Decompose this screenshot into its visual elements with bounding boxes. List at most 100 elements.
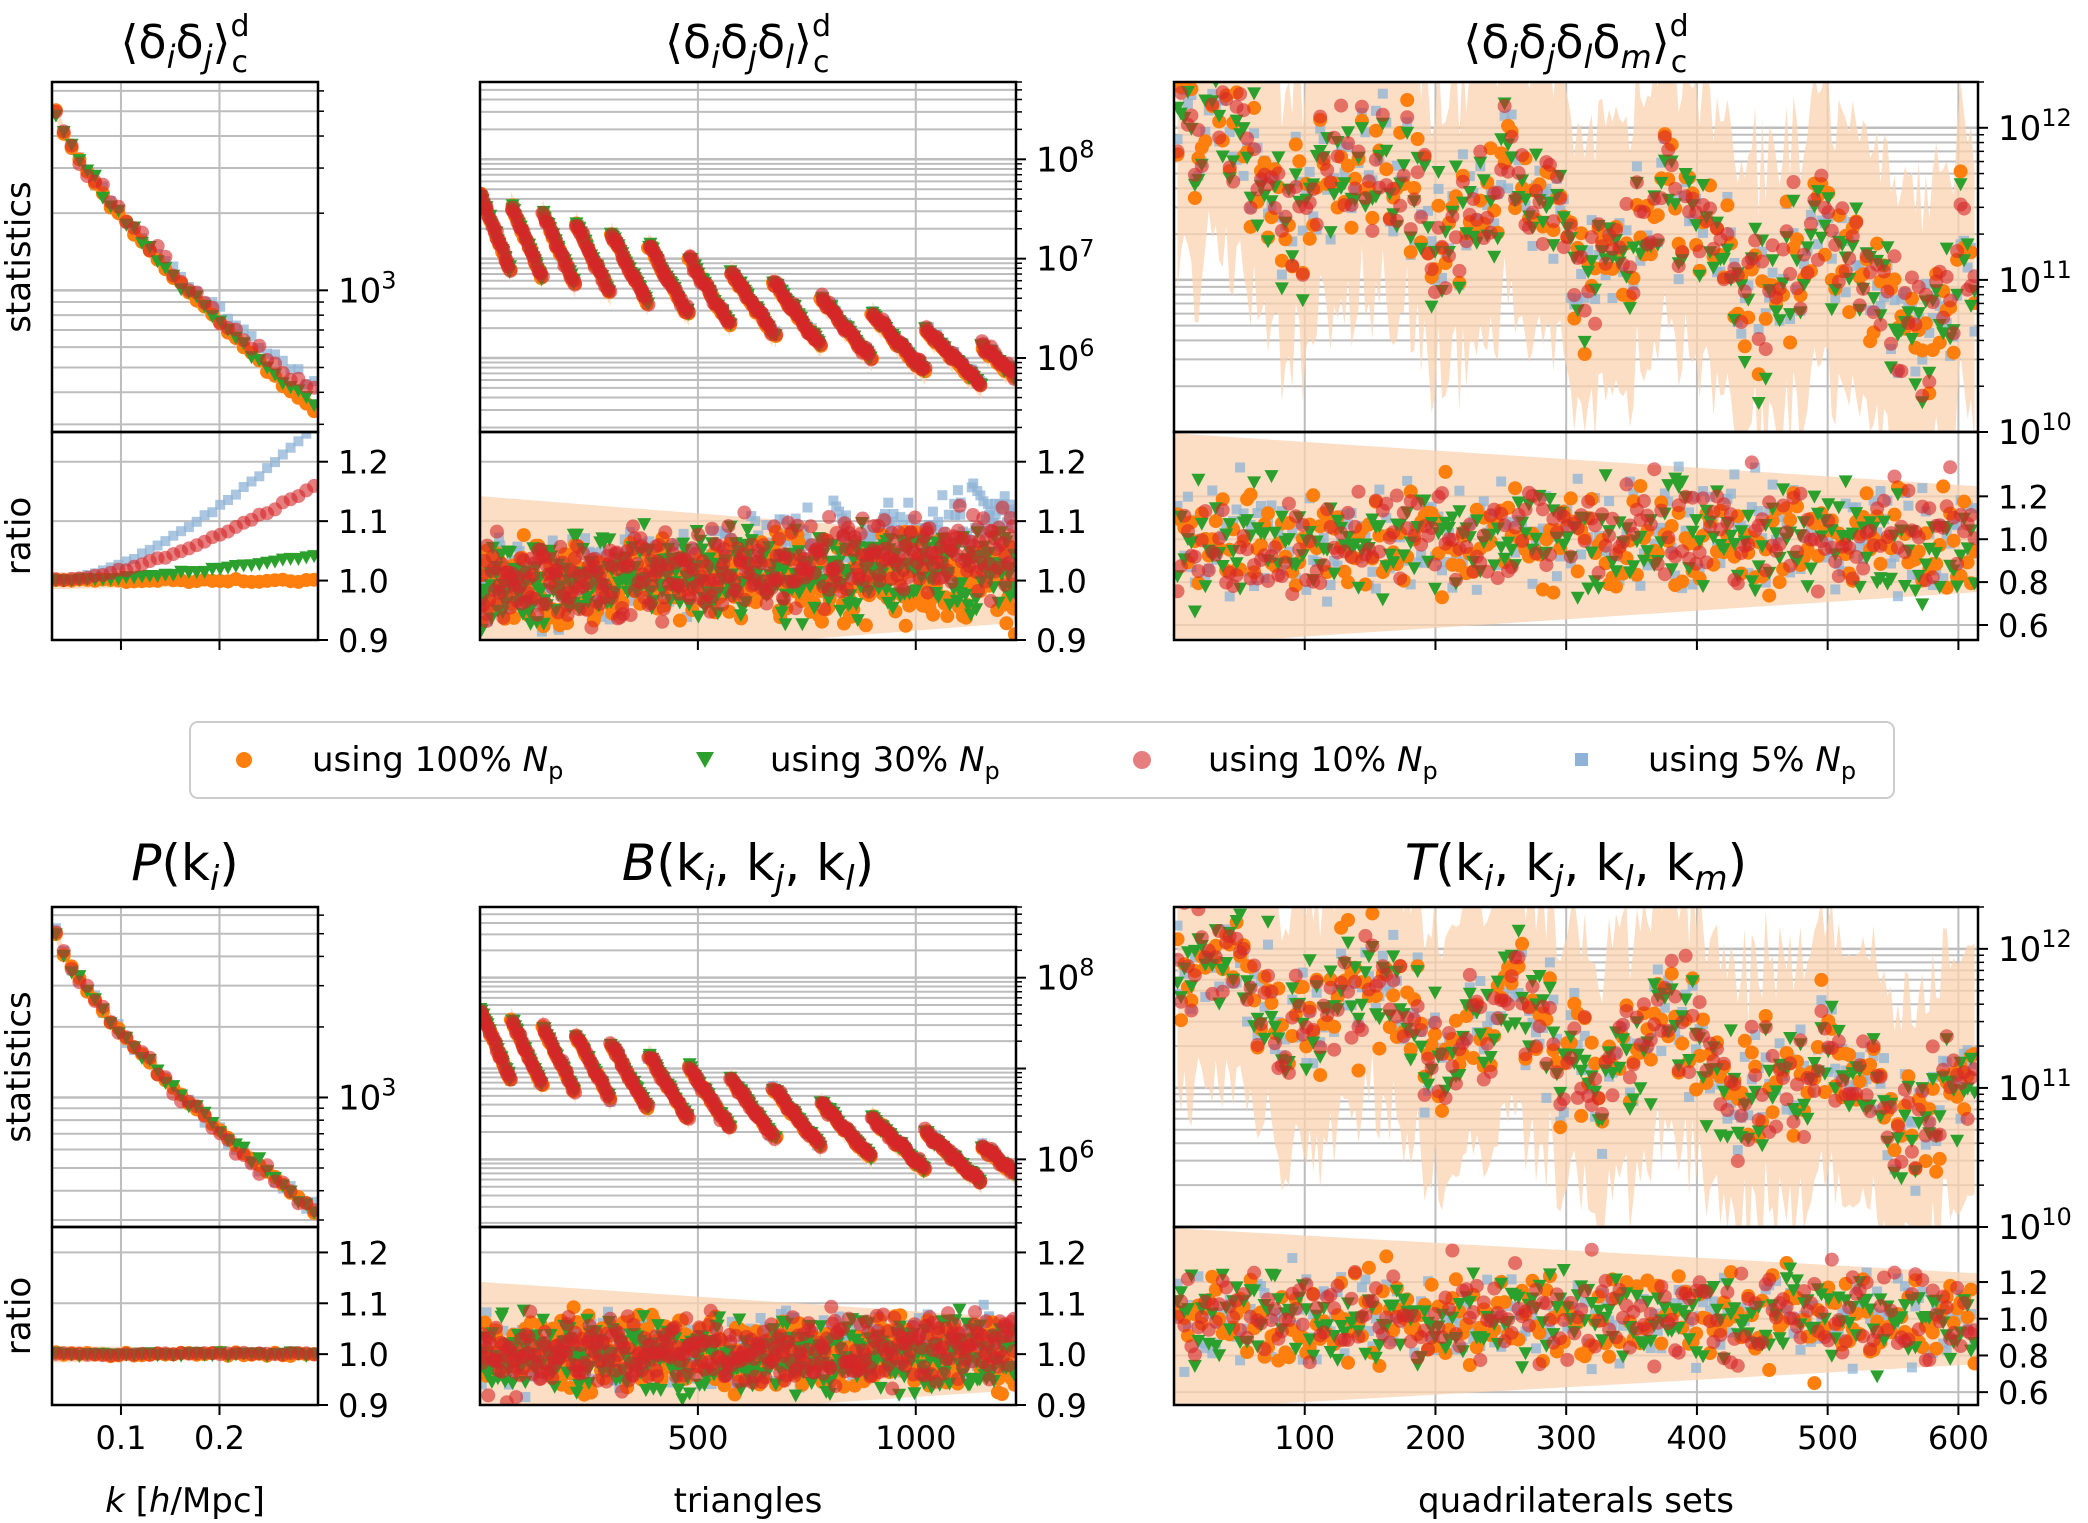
- point-circle: [1710, 221, 1724, 236]
- point-circle: [1389, 213, 1404, 228]
- point-circle: [1807, 192, 1822, 207]
- point-circle: [822, 510, 837, 524]
- point-triangle: [95, 191, 110, 205]
- point-triangle: [307, 550, 318, 564]
- point-triangle: [1504, 151, 1519, 165]
- point-circle: [1730, 268, 1745, 283]
- point-triangle: [1626, 241, 1641, 255]
- point-square: [1805, 526, 1816, 537]
- point-circle: [1191, 123, 1206, 137]
- point-square: [1729, 469, 1740, 480]
- point-square: [1391, 160, 1402, 171]
- point-square: [1440, 557, 1451, 568]
- point-circle: [1455, 174, 1470, 189]
- point-circle: [1532, 195, 1547, 210]
- point-circle: [1261, 506, 1275, 521]
- legend-label-30: using 30% Np: [770, 740, 1000, 785]
- point-circle: [940, 563, 955, 578]
- point-square: [781, 535, 792, 546]
- point-triangle: [1939, 242, 1954, 256]
- point-square: [1367, 566, 1378, 577]
- point-triangle: [774, 606, 789, 620]
- point-triangle: [1202, 63, 1216, 76]
- point-square: [1767, 479, 1778, 490]
- point-square: [547, 535, 558, 546]
- point-square: [1659, 488, 1670, 499]
- point-triangle: [1247, 87, 1262, 101]
- point-triangle: [931, 591, 946, 604]
- point-circle: [606, 585, 621, 600]
- point-circle: [1337, 564, 1352, 579]
- point-circle: [860, 568, 875, 583]
- point-square: [1541, 183, 1552, 194]
- point-triangle: [1821, 192, 1836, 206]
- point-triangle: [1414, 242, 1429, 256]
- point-circle: [922, 521, 937, 536]
- point-square: [1886, 558, 1896, 569]
- point-square: [801, 533, 812, 544]
- point-circle: [1194, 159, 1209, 173]
- point-circle: [268, 356, 282, 371]
- point-circle: [150, 239, 165, 253]
- point-triangle: [1288, 168, 1303, 182]
- point-circle: [920, 585, 935, 600]
- point-triangle: [1448, 160, 1463, 174]
- point-square: [215, 301, 226, 312]
- point-square: [950, 510, 961, 521]
- point-circle: [1309, 217, 1324, 232]
- point-circle: [1368, 123, 1383, 138]
- point-triangle: [1911, 307, 1926, 321]
- ratio-tick-label-c3-0: 1.2: [1036, 444, 1087, 482]
- point-square: [1854, 541, 1865, 552]
- point-square: [1938, 573, 1949, 584]
- point-circle: [944, 574, 959, 589]
- point-square: [144, 544, 155, 555]
- point-circle: [1006, 601, 1016, 616]
- point-circle: [307, 380, 318, 395]
- point-triangle: [1682, 175, 1697, 189]
- point-circle: [1431, 198, 1446, 213]
- point-circle: [1400, 93, 1415, 107]
- point-circle: [1748, 233, 1763, 248]
- point-square: [1906, 569, 1917, 580]
- point-circle: [1859, 249, 1874, 263]
- ratio-area-c2: [52, 432, 318, 640]
- point-circle: [1591, 217, 1606, 232]
- point-circle: [1915, 388, 1930, 403]
- point-square: [285, 442, 296, 453]
- point-triangle: [1737, 356, 1752, 369]
- point-square: [1673, 461, 1684, 472]
- point-square: [983, 499, 993, 510]
- point-triangle: [1960, 238, 1975, 252]
- point-triangle: [1375, 117, 1390, 131]
- point-square: [1753, 324, 1764, 334]
- point-square: [1635, 255, 1646, 266]
- point-square: [1920, 278, 1931, 289]
- point-circle: [1908, 317, 1923, 332]
- point-circle: [952, 498, 967, 513]
- point-circle: [1626, 286, 1641, 301]
- point-circle: [623, 608, 638, 622]
- point-circle: [1755, 254, 1770, 269]
- point-square: [1437, 565, 1447, 576]
- point-circle: [1870, 236, 1885, 251]
- point-circle: [738, 592, 752, 607]
- point-circle: [1267, 201, 1282, 215]
- ratio-tick-label-c2-3: 0.9: [338, 622, 389, 660]
- point-square: [1537, 523, 1548, 534]
- point-square: [761, 520, 772, 531]
- point-square: [1402, 475, 1413, 486]
- point-circle: [1473, 144, 1488, 159]
- legend-item-30: using 30% Np: [696, 740, 1000, 785]
- point-circle: [1278, 209, 1293, 224]
- point-square: [1207, 88, 1218, 99]
- title-c3: ⟨δiδjδl⟩d c: [665, 9, 831, 80]
- point-circle: [535, 269, 550, 284]
- point-circle: [1957, 201, 1972, 216]
- point-square: [1638, 548, 1649, 559]
- point-square: [1607, 293, 1618, 303]
- point-circle: [1341, 575, 1355, 590]
- ylabel-ratio-bottom: ratio: [0, 1277, 39, 1355]
- point-circle: [1765, 238, 1780, 253]
